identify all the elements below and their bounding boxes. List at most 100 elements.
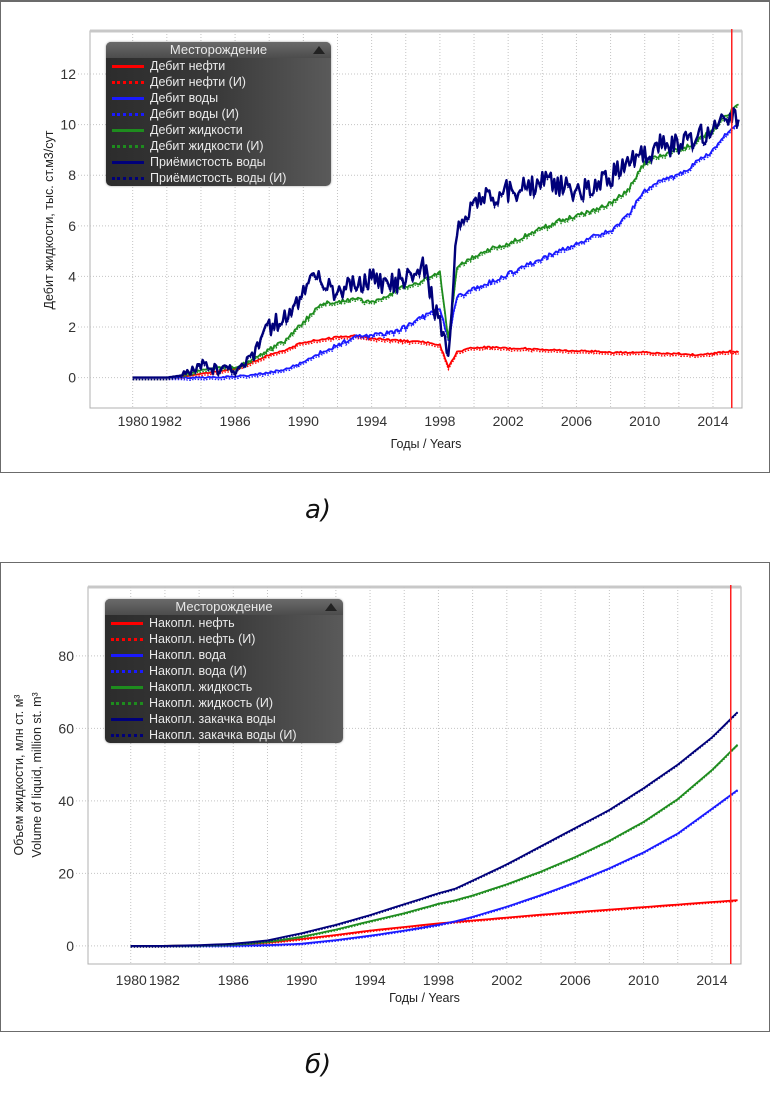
legend-swatch-dotted [112, 112, 144, 116]
legend-entry[interactable]: Дебит воды (И) [106, 106, 331, 122]
legend-entry[interactable]: Накопл. вода (И) [105, 663, 343, 679]
x-tick-label: 2014 [697, 413, 728, 429]
x-tick-label: 1982 [151, 413, 182, 429]
legend-entry[interactable]: Приёмистость воды (И) [106, 170, 331, 186]
series-line-history-4 [132, 108, 740, 381]
legend-swatch-dotted [111, 701, 143, 705]
legend-entry[interactable]: Дебит жидкости (И) [106, 138, 331, 154]
series-line-3 [132, 103, 739, 379]
x-tick-label: 1980 [118, 413, 149, 429]
y-tick-label: 0 [66, 938, 74, 954]
legend-swatch-solid [112, 64, 144, 68]
legend-entry[interactable]: Накопл. закачка воды (И) [105, 727, 343, 743]
series-line-history-2 [130, 790, 739, 948]
legend-b-items: Накопл. нефть Накопл. нефть (И) Накопл. во… [105, 615, 343, 743]
y-axis-label: Дебит жидкости, тыс. ст.м3/сут [42, 130, 56, 309]
chart-panel-b: 0 20 40 60 80 1980 1982 1986 1990 1994 1998 2002 200… [0, 562, 770, 1032]
legend-entry-label: Дебит жидкости (И) [150, 139, 264, 153]
legend-entry-label: Накопл. закачка воды (И) [149, 728, 297, 742]
legend-a-title: Месторождение [169, 42, 268, 57]
series-line-history-3 [130, 745, 739, 948]
legend-a-items: Дебит нефти Дебит нефти (И) Дебит воды Деби… [106, 58, 331, 186]
x-tick-label: 1998 [423, 972, 454, 988]
x-tick-label: 1980 [116, 972, 147, 988]
legend-entry-label: Дебит воды (И) [150, 107, 239, 121]
legend-swatch-solid [111, 685, 143, 689]
y-tick-label: 10 [60, 117, 76, 133]
y-tick-label: 60 [58, 720, 74, 736]
legend-entry-label: Дебит нефти [150, 59, 226, 73]
legend-entry[interactable]: Накопл. закачка воды [105, 711, 343, 727]
x-tick-label: 2014 [696, 972, 727, 988]
legend-entry-label: Накопл. вода (И) [149, 664, 247, 678]
x-tick-label: 2010 [629, 413, 660, 429]
x-tick-label: 2006 [560, 972, 591, 988]
caption-a: а) [305, 495, 332, 525]
legend-entry-label: Накопл. нефть (И) [149, 632, 256, 646]
legend-swatch-dotted [111, 637, 143, 641]
y-tick-label: 20 [58, 865, 74, 881]
legend-entry-label: Накопл. нефть [149, 616, 235, 630]
series-line-4 [130, 711, 739, 947]
legend-b-header[interactable]: Месторождение [105, 599, 343, 615]
legend-swatch-solid [112, 96, 144, 100]
legend-b[interactable]: Месторождение Накопл. нефть Накопл. нефть… [105, 599, 343, 743]
legend-swatch-dotted [112, 80, 144, 84]
legend-swatch-dotted [112, 176, 144, 180]
series-line-1 [132, 334, 740, 379]
legend-entry[interactable]: Накопл. жидкость [105, 679, 343, 695]
x-tick-label: 1986 [220, 413, 251, 429]
x-tick-label: 1990 [288, 413, 319, 429]
y-axis-label-secondary: Volume of liquid, million st. m³ [30, 692, 44, 857]
collapse-triangle-icon[interactable] [325, 603, 337, 611]
legend-entry[interactable]: Накопл. вода [105, 647, 343, 663]
legend-entry[interactable]: Накопл. нефть (И) [105, 631, 343, 647]
y-tick-label: 2 [68, 319, 76, 335]
x-tick-label: 2002 [493, 413, 524, 429]
chart-panel-a: 0 2 4 6 8 10 12 1980 1982 1986 1990 1994 1998 2002 200… [0, 0, 770, 473]
legend-entry-label: Накопл. жидкость [149, 680, 253, 694]
collapse-triangle-icon[interactable] [313, 46, 325, 54]
legend-b-title: Месторождение [175, 599, 273, 614]
legend-entry[interactable]: Дебит нефти [106, 58, 331, 74]
y-tick-label: 8 [68, 167, 76, 183]
y-tick-label: 0 [68, 370, 76, 386]
legend-entry-label: Дебит жидкости [150, 123, 243, 137]
y-tick-label: 6 [68, 218, 76, 234]
x-tick-label: 1986 [218, 972, 249, 988]
x-axis-label: Годы / Years [391, 437, 462, 451]
x-axis-label: Годы / Years [389, 991, 460, 1005]
x-tick-label: 1998 [424, 413, 455, 429]
y-tick-label: 40 [58, 793, 74, 809]
legend-swatch-dotted [111, 733, 143, 737]
x-tick-label: 1994 [354, 972, 385, 988]
legend-entry[interactable]: Дебит нефти (И) [106, 74, 331, 90]
legend-swatch-dotted [112, 144, 144, 148]
legend-entry-label: Дебит нефти (И) [150, 75, 246, 89]
y-tick-label: 4 [68, 268, 76, 284]
legend-entry[interactable]: Накопл. жидкость (И) [105, 695, 343, 711]
legend-swatch-solid [111, 717, 143, 721]
legend-swatch-dotted [111, 669, 143, 673]
legend-entry-label: Накопл. вода [149, 648, 226, 662]
legend-entry-label: Дебит воды [150, 91, 219, 105]
legend-swatch-solid [111, 653, 143, 657]
legend-entry[interactable]: Приёмистость воды [106, 154, 331, 170]
y-axis-label: Объем жидкости, млн ст. м³ [12, 695, 26, 856]
legend-entry[interactable]: Дебит воды [106, 90, 331, 106]
legend-entry[interactable]: Накопл. нефть [105, 615, 343, 631]
y-tick-label: 12 [60, 66, 76, 82]
legend-entry-label: Накопл. жидкость (И) [149, 696, 274, 710]
y-tick-label: 80 [58, 648, 74, 664]
x-tick-label: 2010 [628, 972, 659, 988]
x-tick-label: 1982 [149, 972, 180, 988]
legend-entry-label: Приёмистость воды [150, 155, 266, 169]
legend-a-header[interactable]: Месторождение [106, 42, 331, 58]
x-tick-label: 1994 [356, 413, 387, 429]
x-tick-label: 1990 [286, 972, 317, 988]
legend-swatch-solid [112, 160, 144, 164]
legend-swatch-solid [111, 621, 143, 625]
legend-a[interactable]: Месторождение Дебит нефти Дебит нефти (И)… [106, 42, 331, 186]
legend-entry[interactable]: Дебит жидкости [106, 122, 331, 138]
x-tick-label: 2006 [561, 413, 592, 429]
